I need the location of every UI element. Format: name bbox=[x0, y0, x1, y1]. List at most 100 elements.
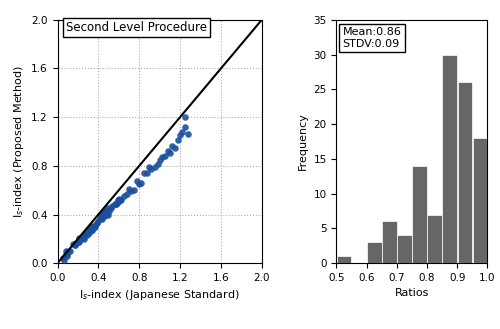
Point bbox=[64, 250, 72, 255]
Point bbox=[86, 227, 94, 232]
Point bbox=[82, 228, 90, 233]
Point bbox=[108, 205, 116, 211]
Bar bbox=[442, 55, 457, 263]
Point bbox=[80, 233, 88, 239]
Point bbox=[96, 215, 104, 221]
Bar bbox=[412, 166, 427, 263]
Point bbox=[181, 124, 189, 130]
Point bbox=[135, 181, 143, 186]
Point bbox=[98, 216, 106, 221]
Point bbox=[114, 199, 122, 204]
Point bbox=[76, 237, 84, 242]
Point bbox=[93, 220, 101, 225]
Point bbox=[146, 165, 154, 170]
Y-axis label: I$_s$-index (Proposed Method): I$_s$-index (Proposed Method) bbox=[12, 65, 26, 218]
Point bbox=[161, 153, 169, 159]
Point bbox=[123, 191, 131, 196]
Point bbox=[90, 224, 98, 230]
Point bbox=[72, 240, 80, 245]
Point bbox=[85, 230, 93, 235]
Point bbox=[81, 232, 89, 238]
Point bbox=[100, 214, 108, 219]
Point bbox=[69, 241, 77, 247]
Point bbox=[97, 215, 105, 221]
Point bbox=[125, 187, 133, 192]
Point bbox=[100, 209, 108, 214]
X-axis label: I$_s$-index (Japanese Standard): I$_s$-index (Japanese Standard) bbox=[80, 289, 240, 302]
Point bbox=[66, 248, 74, 254]
X-axis label: Ratios: Ratios bbox=[395, 289, 429, 298]
Point bbox=[83, 233, 91, 238]
Point bbox=[63, 253, 71, 258]
Bar bbox=[382, 221, 396, 263]
Bar bbox=[472, 138, 488, 263]
Point bbox=[83, 231, 91, 236]
Point bbox=[140, 170, 148, 176]
Point bbox=[148, 166, 156, 171]
Point bbox=[84, 229, 92, 235]
Point bbox=[89, 223, 97, 228]
Bar bbox=[428, 215, 442, 263]
Y-axis label: Frequency: Frequency bbox=[298, 113, 308, 170]
Point bbox=[108, 203, 116, 208]
Bar bbox=[336, 256, 351, 263]
Point bbox=[90, 225, 98, 230]
Point bbox=[144, 171, 152, 176]
Point bbox=[76, 235, 84, 240]
Point bbox=[58, 255, 66, 260]
Point bbox=[114, 198, 122, 204]
Point bbox=[72, 241, 80, 246]
Point bbox=[133, 179, 141, 184]
Point bbox=[184, 131, 192, 137]
Point bbox=[74, 240, 82, 245]
Point bbox=[85, 227, 93, 232]
Point bbox=[174, 138, 182, 143]
Point bbox=[88, 228, 96, 233]
Bar bbox=[397, 235, 412, 263]
Point bbox=[115, 197, 123, 202]
Point bbox=[113, 200, 121, 205]
Bar bbox=[367, 242, 382, 263]
Point bbox=[92, 222, 100, 227]
Point bbox=[88, 228, 96, 233]
Point bbox=[112, 201, 120, 206]
Point bbox=[80, 235, 88, 240]
Point bbox=[178, 130, 186, 135]
Point bbox=[127, 189, 135, 194]
Point bbox=[168, 143, 176, 148]
Point bbox=[86, 227, 94, 232]
Point bbox=[99, 211, 107, 216]
Point bbox=[106, 208, 114, 213]
Point bbox=[60, 257, 68, 262]
Point bbox=[154, 162, 162, 167]
Point bbox=[138, 181, 145, 186]
Point bbox=[74, 240, 82, 245]
Point bbox=[176, 133, 184, 138]
Point bbox=[104, 212, 112, 217]
Point bbox=[79, 234, 87, 239]
Point bbox=[77, 235, 85, 240]
Point bbox=[87, 225, 95, 230]
Point bbox=[114, 197, 122, 202]
Point bbox=[181, 114, 189, 120]
Point bbox=[164, 148, 172, 154]
Point bbox=[104, 205, 112, 211]
Point bbox=[112, 201, 120, 207]
Point bbox=[89, 225, 97, 230]
Point bbox=[130, 188, 138, 193]
Point bbox=[62, 251, 70, 256]
Point bbox=[100, 214, 108, 219]
Point bbox=[116, 198, 124, 203]
Point bbox=[62, 249, 70, 254]
Point bbox=[84, 229, 92, 235]
Point bbox=[158, 155, 166, 160]
Point bbox=[102, 208, 110, 214]
Point bbox=[120, 194, 128, 199]
Text: Mean:0.86
STDV:0.09: Mean:0.86 STDV:0.09 bbox=[342, 27, 402, 49]
Point bbox=[112, 201, 120, 207]
Point bbox=[94, 218, 102, 224]
Point bbox=[150, 164, 158, 170]
Point bbox=[70, 242, 78, 247]
Point bbox=[86, 226, 94, 232]
Bar bbox=[458, 82, 472, 263]
